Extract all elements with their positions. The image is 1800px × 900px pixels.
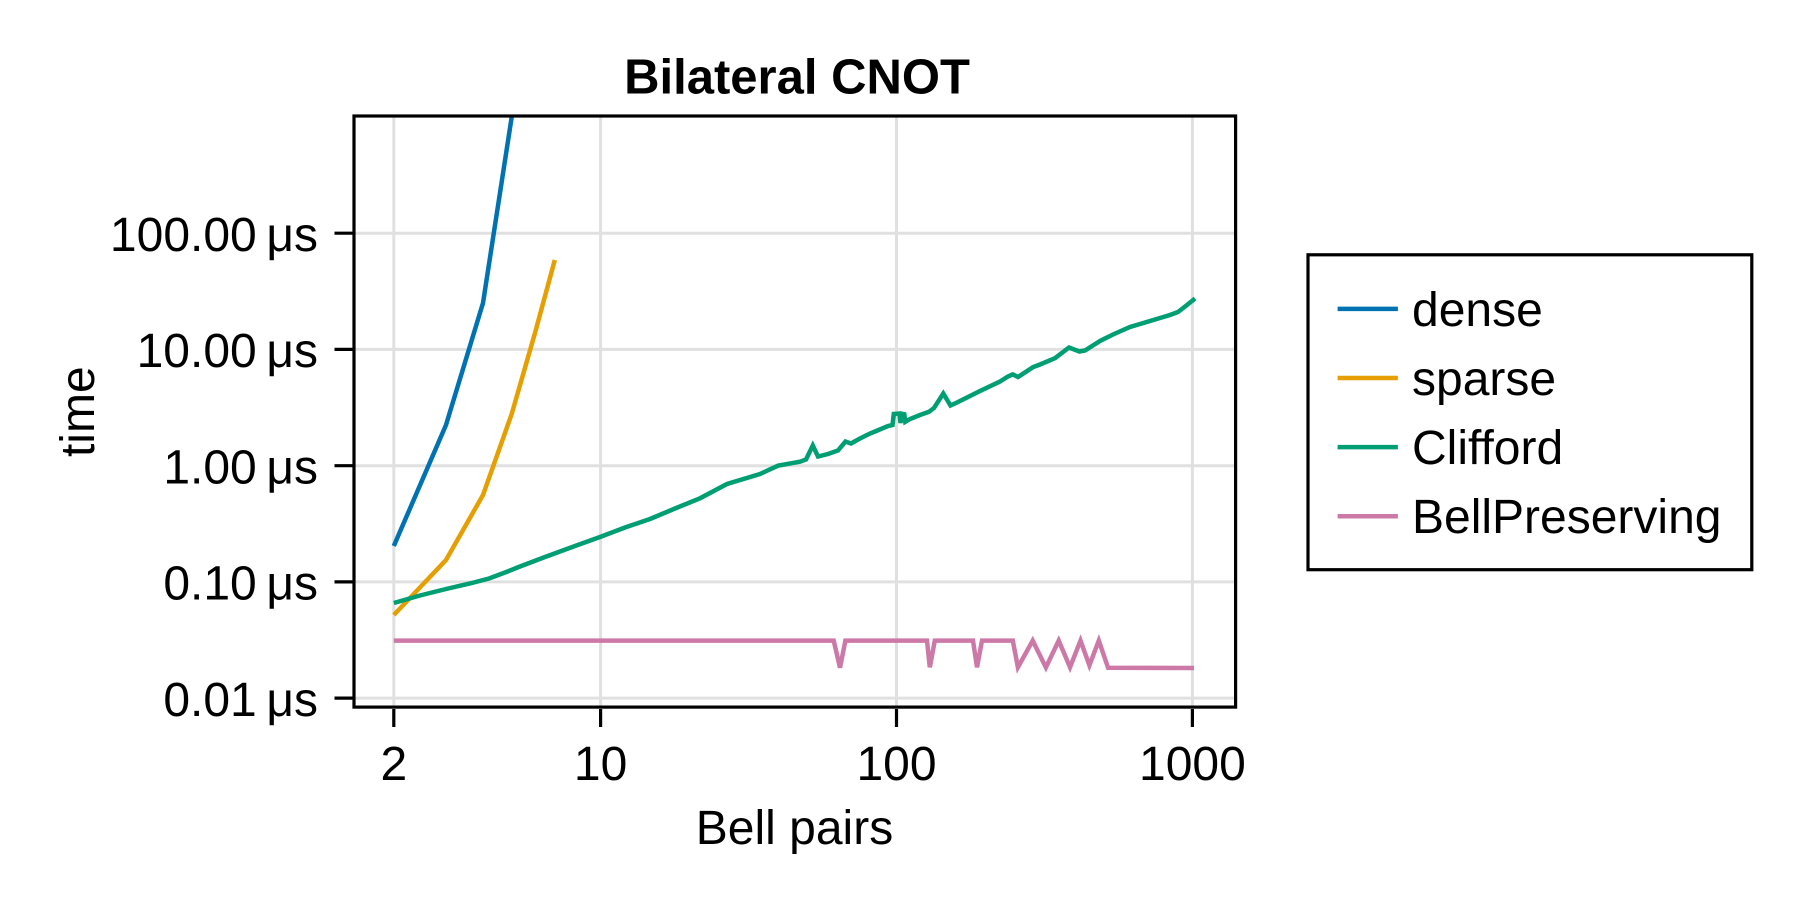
svg-text:1000: 1000 (1139, 738, 1246, 791)
svg-text:BellPreserving: BellPreserving (1412, 491, 1721, 544)
svg-text:0.10 μs: 0.10 μs (163, 558, 318, 611)
svg-text:100.00 μs: 100.00 μs (110, 209, 318, 262)
svg-text:2: 2 (380, 738, 407, 791)
svg-text:1.00 μs: 1.00 μs (163, 442, 318, 495)
svg-text:0.01 μs: 0.01 μs (163, 674, 318, 727)
svg-text:100: 100 (856, 738, 936, 791)
svg-text:dense: dense (1412, 284, 1543, 337)
svg-text:10: 10 (574, 738, 627, 791)
svg-text:Bell pairs: Bell pairs (696, 802, 893, 855)
svg-text:10.00 μs: 10.00 μs (137, 325, 318, 378)
svg-text:sparse: sparse (1412, 353, 1556, 406)
svg-text:time: time (52, 366, 105, 457)
svg-text:Bilateral CNOT: Bilateral CNOT (624, 51, 970, 105)
svg-text:Clifford: Clifford (1412, 422, 1563, 475)
